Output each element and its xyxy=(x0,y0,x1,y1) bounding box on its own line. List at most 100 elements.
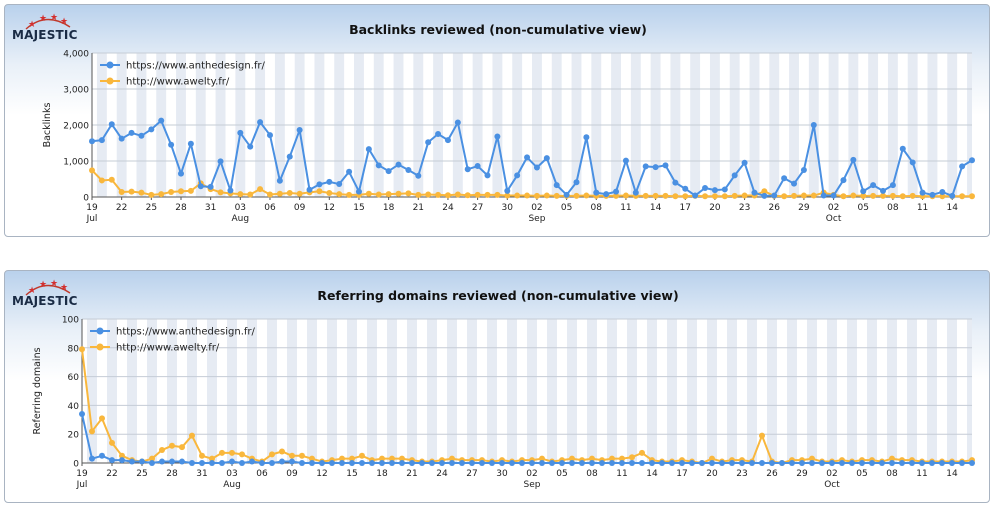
data-point xyxy=(751,189,758,196)
x-tick-label: 21 xyxy=(413,203,424,213)
x-tick-label: 29 xyxy=(796,469,808,479)
data-point xyxy=(840,193,847,200)
data-point xyxy=(148,126,155,133)
data-point xyxy=(257,119,264,126)
data-point xyxy=(489,460,495,466)
day-band xyxy=(427,319,437,463)
data-point xyxy=(539,455,545,462)
x-tick-label: 18 xyxy=(376,469,388,479)
data-point xyxy=(909,460,915,466)
data-point xyxy=(859,460,865,466)
data-point xyxy=(899,193,906,200)
data-point xyxy=(409,460,415,466)
data-point xyxy=(179,458,185,465)
data-point xyxy=(642,163,649,170)
data-point xyxy=(474,163,481,170)
data-point xyxy=(365,190,372,197)
data-point xyxy=(339,460,345,466)
data-point xyxy=(609,455,615,462)
data-point xyxy=(375,162,382,169)
data-point xyxy=(689,460,695,466)
data-point xyxy=(789,460,795,466)
x-tick-label: 24 xyxy=(436,469,448,479)
data-point xyxy=(769,460,775,466)
data-point xyxy=(759,432,765,439)
data-point xyxy=(379,460,385,466)
data-point xyxy=(79,346,85,353)
data-point xyxy=(158,117,165,124)
majestic-stars-icon: ★ ★ ★ ★ xyxy=(25,279,71,296)
y-tick-label: 1,000 xyxy=(63,158,89,168)
x-month-label: Jul xyxy=(76,480,88,490)
x-tick-label: 15 xyxy=(353,203,364,213)
data-point xyxy=(830,192,837,199)
data-point xyxy=(98,177,105,184)
data-point xyxy=(395,190,402,197)
day-band xyxy=(307,319,317,463)
data-point xyxy=(329,460,335,466)
y-tick-label: 0 xyxy=(83,194,89,204)
data-point xyxy=(369,460,375,466)
day-band xyxy=(387,319,397,463)
legend-marker xyxy=(106,77,114,85)
x-tick-label: 05 xyxy=(556,469,567,479)
data-point xyxy=(449,455,455,462)
data-point xyxy=(929,460,935,466)
data-point xyxy=(514,172,521,179)
series-1 xyxy=(89,117,975,199)
legend-label: http://www.awelty.fr/ xyxy=(126,77,230,88)
data-point xyxy=(158,191,165,198)
y-tick-label: 0 xyxy=(73,460,79,470)
data-point xyxy=(279,458,285,465)
data-point xyxy=(108,176,115,183)
data-point xyxy=(439,460,445,466)
data-point xyxy=(289,452,295,459)
data-point xyxy=(533,192,540,199)
data-point xyxy=(359,452,365,459)
legend-marker xyxy=(106,61,114,69)
day-band xyxy=(87,319,97,463)
x-tick-label: 11 xyxy=(917,203,928,213)
data-point xyxy=(869,460,875,466)
data-point xyxy=(589,455,595,462)
x-tick-label: 08 xyxy=(887,203,899,213)
data-point xyxy=(709,460,715,466)
data-point xyxy=(197,183,204,190)
data-point xyxy=(672,179,679,186)
day-band xyxy=(207,319,217,463)
data-point xyxy=(699,460,705,466)
data-point xyxy=(355,188,362,195)
day-band xyxy=(447,319,457,463)
data-point xyxy=(649,460,655,466)
data-point xyxy=(177,188,184,195)
x-month-label: Oct xyxy=(826,214,842,224)
data-point xyxy=(349,455,355,462)
x-tick-label: 08 xyxy=(591,203,603,213)
data-point xyxy=(359,460,365,466)
x-tick-label: 08 xyxy=(586,469,598,479)
x-tick-label: 02 xyxy=(526,469,537,479)
data-point xyxy=(741,159,748,166)
data-point xyxy=(850,156,857,163)
data-point xyxy=(809,460,815,466)
data-point xyxy=(889,455,895,462)
data-point xyxy=(99,452,105,459)
data-point xyxy=(504,187,511,194)
data-point xyxy=(870,182,877,189)
data-point xyxy=(484,191,491,198)
data-point xyxy=(316,181,323,188)
data-point xyxy=(642,192,649,199)
day-band xyxy=(487,319,497,463)
data-point xyxy=(622,157,629,164)
data-point xyxy=(619,455,625,462)
day-band xyxy=(627,319,637,463)
x-tick-label: 14 xyxy=(650,203,662,213)
data-point xyxy=(879,460,885,466)
data-point xyxy=(237,191,244,198)
x-tick-label: 06 xyxy=(256,469,268,479)
day-band xyxy=(107,319,117,463)
x-month-label: Sep xyxy=(528,214,545,224)
data-point xyxy=(425,191,432,198)
data-point xyxy=(749,460,755,466)
x-tick-label: 20 xyxy=(706,469,718,479)
